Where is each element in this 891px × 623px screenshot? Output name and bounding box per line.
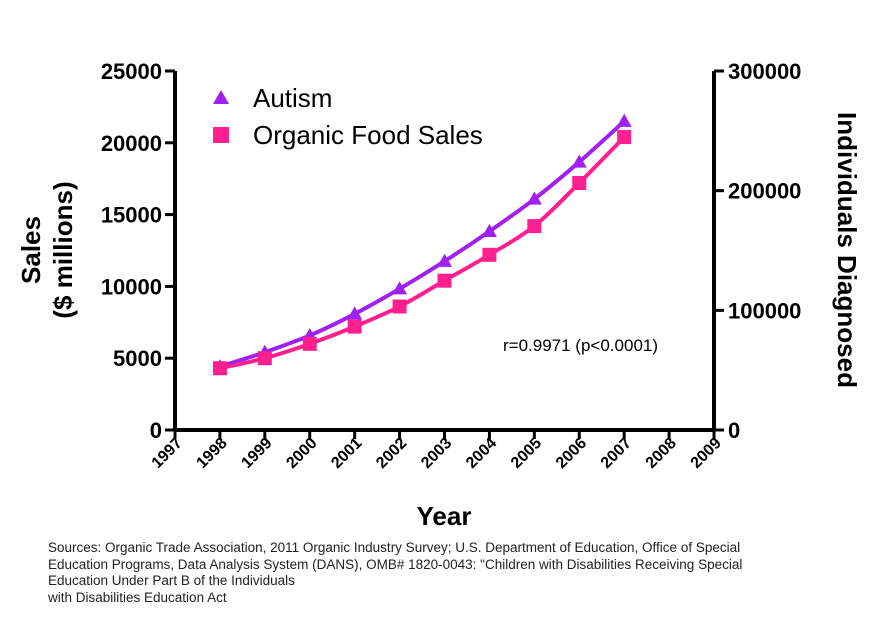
left-y-tick-label: 10000 bbox=[101, 274, 162, 299]
sources-line: Education Programs, Data Analysis System… bbox=[48, 556, 743, 572]
left-axis-title-line2: ($ millions) bbox=[48, 181, 78, 318]
x-tick-label: 2001 bbox=[328, 435, 365, 472]
autism-point bbox=[526, 191, 542, 205]
autism-point bbox=[347, 306, 363, 320]
right-y-tick-label: 100000 bbox=[728, 298, 801, 323]
autism-point bbox=[437, 253, 452, 267]
left-axis-title-line1: Sales bbox=[16, 216, 46, 284]
left-y-tick-label: 5000 bbox=[113, 346, 162, 371]
legend-triangle-marker bbox=[213, 90, 229, 104]
x-tick-label: 2000 bbox=[283, 435, 320, 472]
sources-line: with Disabilities Education Act bbox=[48, 589, 227, 605]
organic-food-sales-point bbox=[527, 219, 542, 234]
legend: Autism Organic Food Sales bbox=[213, 83, 483, 150]
autism-point bbox=[616, 113, 632, 127]
right-y-tick-label: 300000 bbox=[728, 59, 801, 84]
sources-line: Education Under Part B of the Individual… bbox=[48, 573, 295, 588]
x-tick-label: 2002 bbox=[373, 435, 410, 472]
right-axis-title: Individuals Diagnosed bbox=[832, 112, 862, 388]
correlation-annotation: r=0.9971 (p<0.0001) bbox=[503, 336, 658, 355]
left-y-tick-label: 20000 bbox=[101, 131, 162, 156]
organic-food-sales-point bbox=[617, 130, 632, 145]
right-y-tick-label: 0 bbox=[728, 418, 740, 443]
x-tick-label: 1998 bbox=[194, 435, 231, 472]
right-y-tick-label: 200000 bbox=[728, 179, 801, 204]
x-axis-title: Year bbox=[417, 501, 472, 531]
organic-food-sales-point bbox=[257, 351, 272, 366]
left-y-tick-label: 15000 bbox=[101, 203, 162, 228]
x-tick-label: 2005 bbox=[508, 435, 545, 472]
organic-food-sales-point bbox=[482, 247, 497, 262]
x-tick-label: 2006 bbox=[553, 435, 590, 472]
organic-food-sales-point bbox=[392, 299, 407, 314]
series-layer bbox=[212, 113, 632, 376]
autism-point bbox=[481, 223, 497, 237]
organic-food-sales-point bbox=[347, 319, 362, 334]
x-tick-label: 1999 bbox=[238, 435, 275, 472]
legend-label: Organic Food Sales bbox=[253, 120, 483, 150]
organic-food-sales-point bbox=[572, 176, 587, 191]
organic-food-sales-point bbox=[212, 361, 227, 376]
sources-note: Sources: Organic Trade Association, 2011… bbox=[48, 540, 888, 606]
dual-axis-line-chart: 0 5000 10000 15000 20000 25000 0 100000 200000 30… bbox=[16, 59, 862, 531]
left-y-tick-label: 0 bbox=[150, 418, 162, 443]
legend-square-marker bbox=[213, 127, 229, 143]
x-tick-label: 2007 bbox=[598, 435, 635, 472]
autism-line bbox=[219, 119, 626, 369]
organic-food-sales-line bbox=[219, 135, 626, 371]
autism-point bbox=[392, 281, 408, 295]
x-tick-label: 2004 bbox=[463, 435, 500, 472]
autism-point bbox=[571, 154, 587, 168]
x-tick-label: 2008 bbox=[643, 435, 680, 472]
organic-food-sales-point bbox=[302, 336, 317, 351]
sources-line: Sources: Organic Trade Association, 2011… bbox=[48, 540, 741, 555]
organic-food-sales-point bbox=[437, 273, 452, 288]
legend-label: Autism bbox=[253, 83, 332, 113]
x-tick-label: 2009 bbox=[688, 435, 725, 472]
x-tick-label: 2003 bbox=[418, 435, 455, 472]
left-y-tick-label: 25000 bbox=[101, 59, 162, 84]
